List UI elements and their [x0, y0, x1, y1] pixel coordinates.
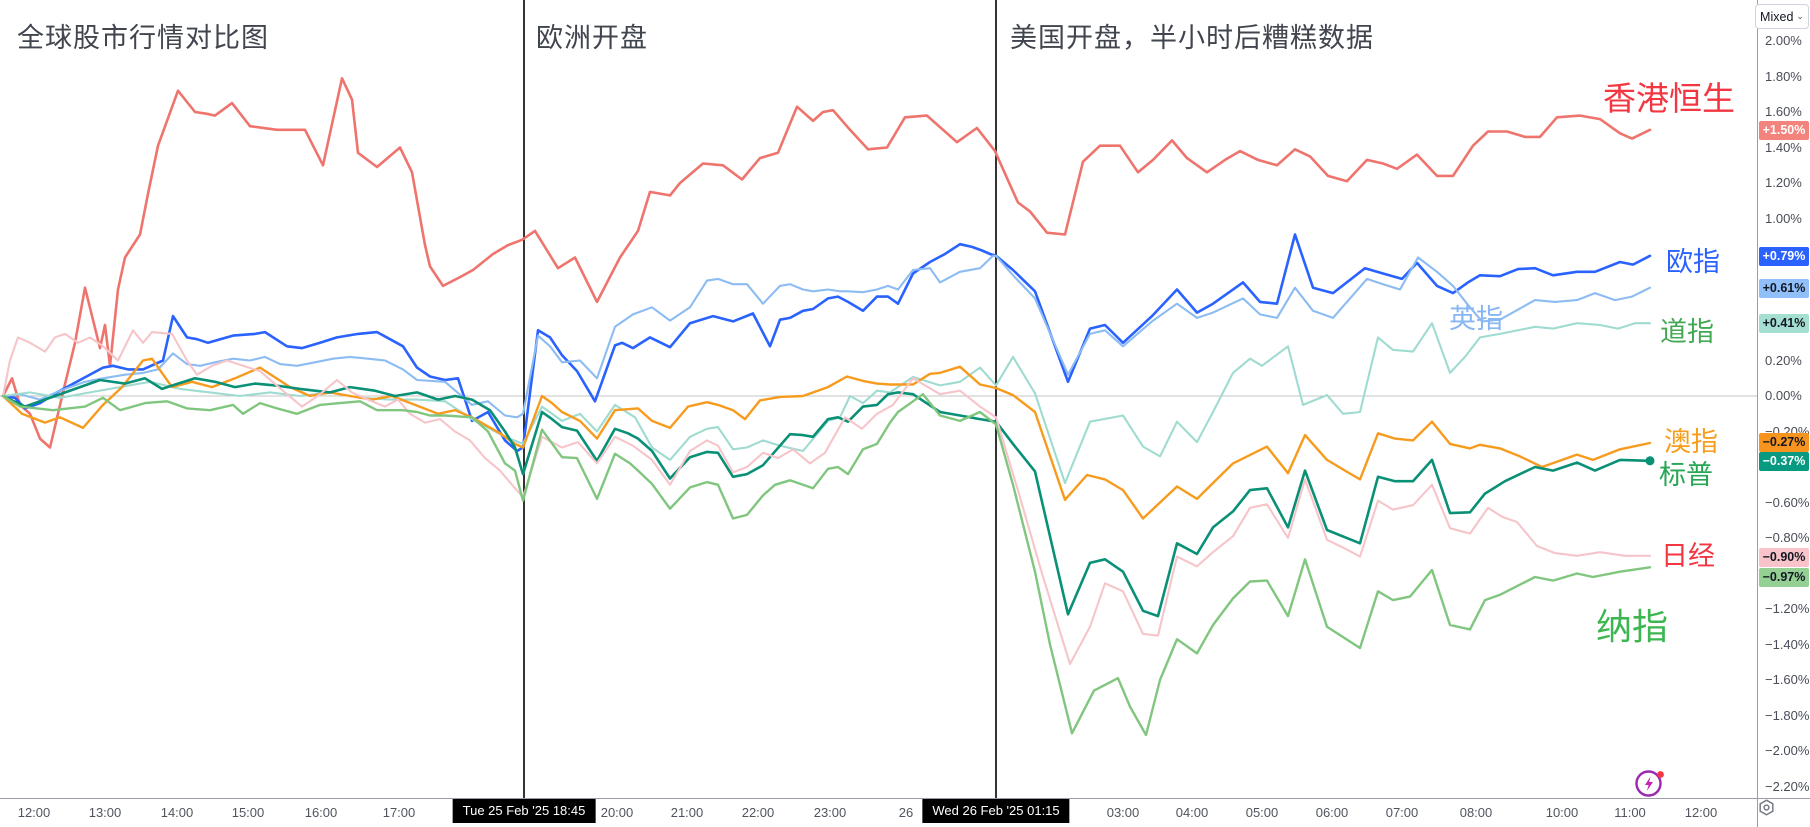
axis-unit-label: Mixed: [1760, 9, 1794, 24]
time-tick-label: 07:00: [1385, 805, 1419, 820]
price-tick-label: −2.00%: [1765, 743, 1810, 758]
series-line-hang-seng: [1, 77, 1652, 449]
time-tick-label: 04:00: [1175, 805, 1209, 820]
series-label-annotation[interactable]: 香港恒生: [1603, 80, 1735, 117]
price-value-badge: −0.97%: [1759, 568, 1809, 587]
time-tick-label: 21:00: [670, 805, 704, 820]
price-value-badge: +0.61%: [1759, 279, 1809, 298]
time-tick-label: 03:00: [1106, 805, 1140, 820]
time-tick-label: 10:00: [1545, 805, 1579, 820]
time-tick-label: 06:00: [1315, 805, 1349, 820]
time-tick-label: 11:00: [1614, 805, 1646, 820]
price-tick-label: 1.20%: [1765, 175, 1802, 190]
price-tick-label: −0.80%: [1765, 530, 1810, 545]
time-tick-label: 22:00: [741, 805, 775, 820]
price-tick-label: −1.80%: [1765, 707, 1810, 723]
price-tick-label: 1.60%: [1765, 104, 1802, 119]
chevron-down-icon: ⌄: [1796, 11, 1804, 21]
price-tick-label: −1.40%: [1765, 636, 1810, 652]
time-tick-label: 12:00: [17, 805, 51, 820]
series-end-dot-sp500: [1645, 456, 1655, 466]
time-tick-label: 14:00: [160, 805, 194, 820]
series-label-annotation[interactable]: 欧指: [1666, 247, 1720, 277]
price-tick-label: 1.00%: [1765, 210, 1802, 226]
price-value-badge: −0.37%: [1759, 452, 1809, 471]
price-value-badge: +0.41%: [1759, 314, 1809, 333]
price-value-badge: −0.90%: [1759, 548, 1809, 567]
time-tick-label: 16:00: [304, 805, 338, 820]
price-tick-label: −1.20%: [1765, 601, 1810, 616]
time-tick-label: 12:00: [1684, 805, 1718, 820]
price-tick-label: 0.00%: [1765, 388, 1802, 403]
series-line-aus-index: [1, 357, 1652, 520]
panel-title-us-open: 美国开盘，半小时后糟糕数据: [1010, 23, 1374, 53]
price-value-badge: +1.50%: [1759, 121, 1809, 140]
chart-plot-area[interactable]: [0, 0, 1757, 798]
price-value-badge: +0.79%: [1759, 247, 1809, 266]
time-tick-label: 23:00: [813, 805, 847, 820]
lightning-icon: [1635, 770, 1664, 797]
time-tick-label: 08:00: [1459, 805, 1493, 820]
time-tick-label: 05:00: [1245, 805, 1279, 820]
panel-title-europe-open: 欧洲开盘: [536, 23, 648, 53]
series-line-sp500: [1, 376, 1652, 618]
time-tick-label: 15:00: [231, 805, 265, 820]
time-axis[interactable]: 12:00 13:00 14:00 15:00 16:00 17:00 20:00 21:00…: [0, 798, 1810, 827]
series-label-annotation[interactable]: 纳指: [1596, 606, 1669, 647]
price-tick-label: 1.80%: [1765, 68, 1802, 84]
time-tick-label: 17:00: [382, 805, 416, 820]
price-tick-label: −1.60%: [1765, 672, 1810, 687]
price-tick-label: −0.60%: [1765, 494, 1810, 510]
price-tick-label: 2.00%: [1765, 33, 1802, 48]
series-label-annotation[interactable]: 日经: [1661, 541, 1715, 571]
series-label-annotation[interactable]: 道指: [1660, 317, 1714, 347]
series-line-nasdaq: [1, 393, 1652, 737]
time-event-badge: Tue 25 Feb '25 18:45: [452, 799, 596, 823]
series-line-euro-index: [1, 233, 1652, 453]
series-label-annotation[interactable]: 标普: [1659, 460, 1713, 490]
series-canvas: [0, 0, 1757, 798]
axis-settings-corner[interactable]: [1757, 798, 1810, 827]
series-line-dow-index: [1, 322, 1652, 485]
time-tick-label: 20:00: [600, 805, 634, 820]
gear-icon: [1759, 799, 1774, 816]
series-line-nikkei: [1, 329, 1652, 666]
series-label-annotation[interactable]: 澳指: [1664, 427, 1718, 457]
time-event-badge: Wed 26 Feb '25 01:15: [922, 799, 1070, 823]
axis-unit-dropdown[interactable]: Mixed ⌄: [1755, 4, 1809, 29]
time-tick-label: 13:00: [88, 805, 122, 820]
price-tick-label: 0.20%: [1765, 352, 1802, 368]
price-axis[interactable]: 2.00%1.80%1.60%1.40%1.20%1.00%0.80%0.60%…: [1757, 0, 1810, 798]
panel-title-hk-session: 全球股市行情对比图: [17, 23, 269, 53]
price-tick-label: −2.20%: [1765, 778, 1810, 794]
time-tick-label: 26: [898, 805, 914, 820]
price-value-badge: −0.27%: [1759, 433, 1809, 452]
flash-ideas-button[interactable]: [1634, 768, 1665, 799]
price-tick-label: 1.40%: [1765, 139, 1802, 155]
series-line-ftse-index: [1, 254, 1652, 419]
series-label-annotation[interactable]: 英指: [1449, 304, 1503, 334]
